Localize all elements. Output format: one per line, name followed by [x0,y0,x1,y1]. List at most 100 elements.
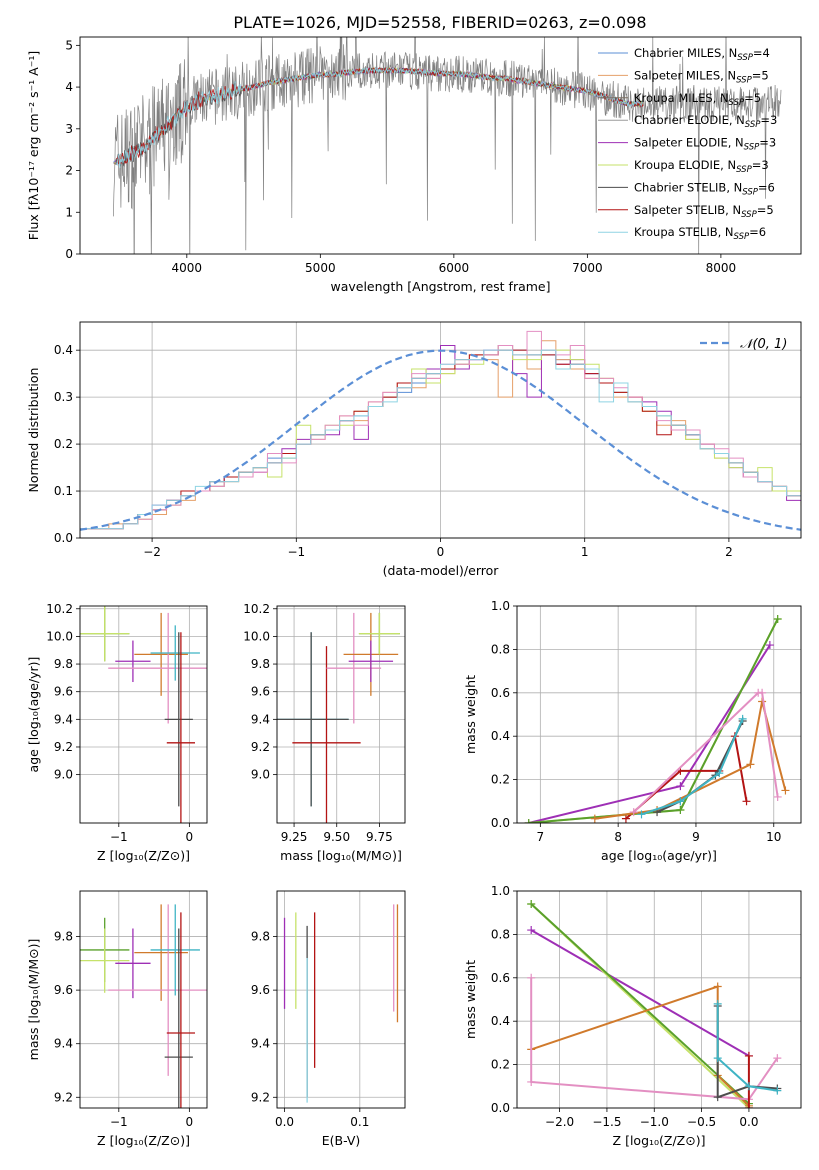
weight-marker-0-1 [676,782,685,791]
y-axis-label: age [log₁₀(age/yr)] [26,657,41,773]
weight-marker-3-1 [713,982,722,991]
y-tick-label: 9.6 [54,685,73,699]
weight-marker-4-1 [527,1077,536,1086]
x-tick-label: −1 [287,545,305,559]
y-tick-label: 9.2 [251,1090,270,1104]
y-tick-label: 0.6 [491,686,510,700]
x-tick-label: −0.5 [687,1115,716,1129]
x-axis-label: age [log₁₀(age/yr)] [601,848,717,863]
model-line-0 [112,66,644,165]
weight-marker-2-1 [676,805,685,814]
histogram-series-2 [80,344,801,530]
weight-marker-2-2 [773,615,782,624]
weight-marker-5-0 [629,808,638,817]
y-tick-label: 9.2 [54,1090,73,1104]
weight-line-0 [530,929,750,1057]
y-tick-label: 9.6 [251,685,270,699]
weight-marker-7-3 [773,1086,782,1095]
y-tick-label: 0.4 [54,343,73,357]
plot-frame [79,36,802,255]
y-tick-label: 0.6 [491,971,510,985]
weight-line-2 [530,903,750,1105]
x-axis-label: E(B-V) [322,1133,361,1148]
weight-line-4 [594,701,787,820]
x-tick-label: 8000 [706,261,737,275]
x-tick-label: 0 [186,830,194,844]
y-tick-label: 0.1 [54,484,73,498]
x-tick-label: 9 [692,830,700,844]
legend-label: Chabrier MILES, NSSP=4 [634,46,770,63]
weight-marker-5-2 [744,1104,753,1108]
y-tick-label: 0.2 [491,1058,510,1072]
weight-marker-0-0 [527,926,536,935]
y-axis-label: mass weight [463,960,478,1039]
x-axis-label: Z [log₁₀(Z/Z⊙)] [97,848,190,863]
weight-marker-7-1 [713,1054,722,1063]
y-tick-label: 0.8 [491,642,510,656]
y-tick-label: 10.2 [46,602,73,616]
plot-area [80,330,801,531]
x-tick-label: 8 [614,830,622,844]
weight-marker-7-2 [744,1082,753,1091]
histogram-series-3 [80,344,801,530]
weight-marker-2-0 [524,819,533,823]
weight-line-6 [656,720,744,814]
weight-marker-4-3 [773,1054,782,1063]
legend-label: Kroupa STELIB, NSSP=6 [634,225,766,242]
histogram-series-0 [80,349,801,530]
y-tick-label: 0.0 [491,1101,510,1115]
x-axis-label: mass [log₁₀(M/M⊙)] [280,848,402,863]
weight-marker-4-4 [781,786,790,795]
x-axis-label: Z [log₁₀(Z/Z⊙)] [97,1133,190,1148]
y-tick-label: 9.4 [54,712,73,726]
weight-marker-2-0 [527,900,536,909]
weight-line-4 [530,977,779,1101]
x-tick-label: −1 [110,1115,128,1129]
plot-frame [79,321,802,539]
y-tick-label: 0.4 [491,729,510,743]
y-tick-label: 9.0 [251,768,270,782]
chart-weight_vs_age: 7 8 9 10 0.0 0.2 0.4 0.6 0.8 1.0 age [log₁₀(age/yr… [463,599,802,863]
histogram-series-6 [80,349,801,530]
x-tick-label: 4000 [172,261,203,275]
plot-area [524,615,790,823]
weight-marker-5-0 [744,1051,753,1060]
y-tick-label: 2 [65,164,73,178]
legend-label: Salpeter MILES, NSSP=5 [634,68,769,85]
chart-age_vs_z: −1 0 9.0 9.2 9.4 9.6 9.8 10.0 10.2 Z [log₁₀(Z/Z⊙)… [26,602,208,863]
y-tick-label: 10.0 [46,629,73,643]
figure-title: PLATE=1026, MJD=52558, FIBERID=0263, z=0… [233,13,646,32]
x-tick-label: 0 [437,545,445,559]
y-tick-label: 9.4 [251,1037,270,1051]
observed-spectrum-line [113,37,782,254]
x-tick-label: 2 [725,545,733,559]
legend-label: Salpeter STELIB, NSSP=5 [634,203,774,220]
weight-marker-7-1 [676,797,685,806]
weight-marker-4-0 [590,814,599,823]
y-tick-label: 0.0 [491,816,510,830]
plot-frame [79,605,208,824]
y-tick-label: 0.8 [491,927,510,941]
histogram-series-5 [80,330,801,530]
x-tick-label: 9.75 [366,830,393,844]
normal-curve [80,349,801,531]
y-tick-label: 9.4 [54,1037,73,1051]
legend-label: Chabrier STELIB, NSSP=6 [634,180,775,197]
chart-age_vs_mass: 9.25 9.50 9.75 9.0 9.2 9.4 9.6 9.8 10.0 10.2 mass … [243,602,406,863]
weight-marker-4-2 [746,760,755,769]
model-line-7 [116,67,644,165]
x-tick-label: 9.25 [281,830,308,844]
x-axis-label: Z [log₁₀(Z/Z⊙)] [613,1133,706,1148]
x-tick-label: 0.0 [275,1115,294,1129]
x-tick-label: 6000 [439,261,470,275]
y-tick-label: 0 [65,247,73,261]
plot-area [80,904,207,1108]
x-tick-label: 0 [186,1115,194,1129]
legend-label: Chabrier ELODIE, NSSP=3 [634,113,777,130]
plot-area [527,900,782,1108]
x-tick-label: 0.0 [739,1115,758,1129]
x-tick-label: 7 [537,830,545,844]
chart-residuals: −2 −1 0 1 2 0.0 0.1 0.2 0.3 0.4 (data-model)/error… [26,321,802,578]
plot-area [283,904,399,1103]
legend-label: Kroupa MILES, NSSP=5 [634,91,761,108]
